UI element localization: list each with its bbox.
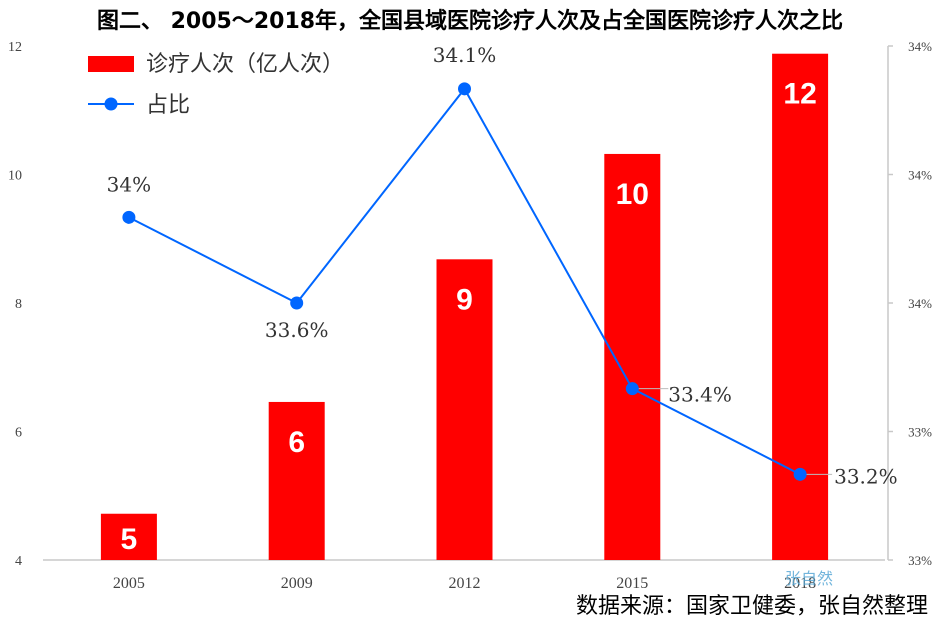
line-marker: [458, 82, 471, 96]
x-tick-label: 2005: [113, 575, 145, 592]
chart-title: 图二、 2005～2018年，全国县域医院诊疗人次及占全国医院诊疗人次之比: [97, 8, 843, 34]
line-data-label: 34%: [107, 172, 151, 196]
y-left-tick-label: 8: [15, 297, 22, 312]
y-left-tick-label: 12: [8, 40, 22, 55]
bar-data-label: 10: [616, 178, 649, 211]
bar-data-label: 6: [288, 426, 305, 459]
legend-label-line: 占比: [146, 93, 190, 118]
line-marker: [290, 296, 304, 310]
bar-data-label: 9: [456, 283, 473, 316]
y-left-tick-label: 10: [8, 169, 22, 184]
legend-label-bar: 诊疗人次（亿人次）: [146, 52, 344, 77]
bar-series: 5 6 9 10 12: [100, 53, 829, 561]
bar: [268, 401, 325, 560]
y-right-tick-label: 34%: [908, 39, 932, 54]
line-data-label: 34.1%: [433, 43, 497, 67]
bar: [604, 153, 661, 560]
line-series: 34% 33.6% 34.1% 33.4% 33.2%: [107, 43, 898, 489]
x-tick-label: 2015: [616, 575, 648, 592]
legend-swatch-marker: [104, 97, 118, 111]
right-axis: 33% 33% 34% 34% 34%: [888, 39, 932, 568]
bar-data-label: 5: [121, 523, 138, 556]
line-marker: [122, 210, 136, 224]
line-data-label: 33.2%: [834, 464, 898, 488]
x-tick-label: 2009: [281, 575, 313, 592]
x-tick-label: 2018: [784, 575, 816, 592]
bar: [100, 513, 157, 560]
line-data-label: 33.4%: [668, 383, 732, 407]
bar: [436, 259, 493, 560]
line-data-label: 33.6%: [265, 318, 329, 342]
y-left-tick-label: 4: [15, 554, 22, 569]
y-right-tick-label: 34%: [908, 296, 932, 311]
y-right-tick-label: 34%: [908, 168, 932, 183]
x-axis: 2005 2009 2012 2015 2018: [113, 575, 816, 592]
left-axis: 4 6 8 10 12: [8, 40, 22, 569]
legend-swatch-bar: [88, 56, 134, 72]
watermark: 张自然: [785, 569, 833, 588]
legend: 诊疗人次（亿人次） 占比: [88, 52, 344, 118]
line-marker: [625, 382, 639, 396]
x-tick-label: 2012: [449, 575, 481, 592]
y-left-tick-label: 6: [15, 426, 22, 441]
line-marker: [793, 467, 807, 481]
bar-data-label: 12: [783, 78, 816, 111]
y-right-tick-label: 33%: [908, 553, 932, 568]
source-note: 数据来源：国家卫健委，张自然整理: [576, 594, 928, 619]
y-right-tick-label: 33%: [908, 425, 932, 440]
bar: [772, 53, 829, 561]
